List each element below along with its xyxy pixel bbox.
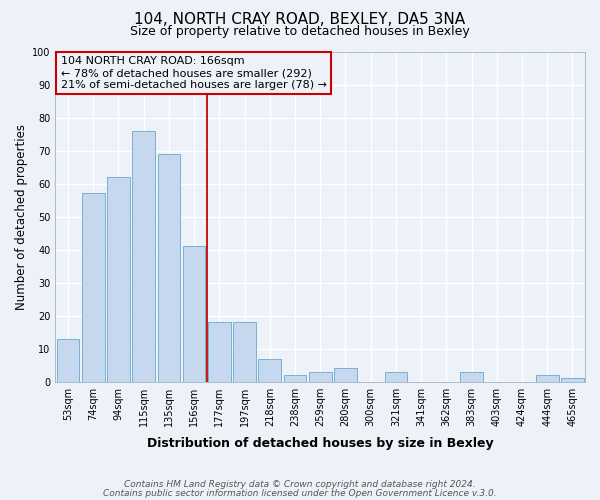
Bar xyxy=(82,194,104,382)
Bar xyxy=(309,372,332,382)
Bar xyxy=(158,154,180,382)
Bar xyxy=(183,246,205,382)
Bar xyxy=(133,130,155,382)
Bar xyxy=(334,368,357,382)
Text: 104 NORTH CRAY ROAD: 166sqm
← 78% of detached houses are smaller (292)
21% of se: 104 NORTH CRAY ROAD: 166sqm ← 78% of det… xyxy=(61,56,326,90)
Text: Contains HM Land Registry data © Crown copyright and database right 2024.: Contains HM Land Registry data © Crown c… xyxy=(124,480,476,489)
Bar xyxy=(536,375,559,382)
Bar xyxy=(284,375,307,382)
X-axis label: Distribution of detached houses by size in Bexley: Distribution of detached houses by size … xyxy=(147,437,494,450)
Bar xyxy=(561,378,584,382)
Text: Size of property relative to detached houses in Bexley: Size of property relative to detached ho… xyxy=(130,25,470,38)
Y-axis label: Number of detached properties: Number of detached properties xyxy=(15,124,28,310)
Text: 104, NORTH CRAY ROAD, BEXLEY, DA5 3NA: 104, NORTH CRAY ROAD, BEXLEY, DA5 3NA xyxy=(134,12,466,28)
Bar xyxy=(208,322,230,382)
Bar xyxy=(259,358,281,382)
Text: Contains public sector information licensed under the Open Government Licence v.: Contains public sector information licen… xyxy=(103,488,497,498)
Bar xyxy=(56,338,79,382)
Bar xyxy=(460,372,483,382)
Bar xyxy=(233,322,256,382)
Bar xyxy=(385,372,407,382)
Bar xyxy=(107,177,130,382)
